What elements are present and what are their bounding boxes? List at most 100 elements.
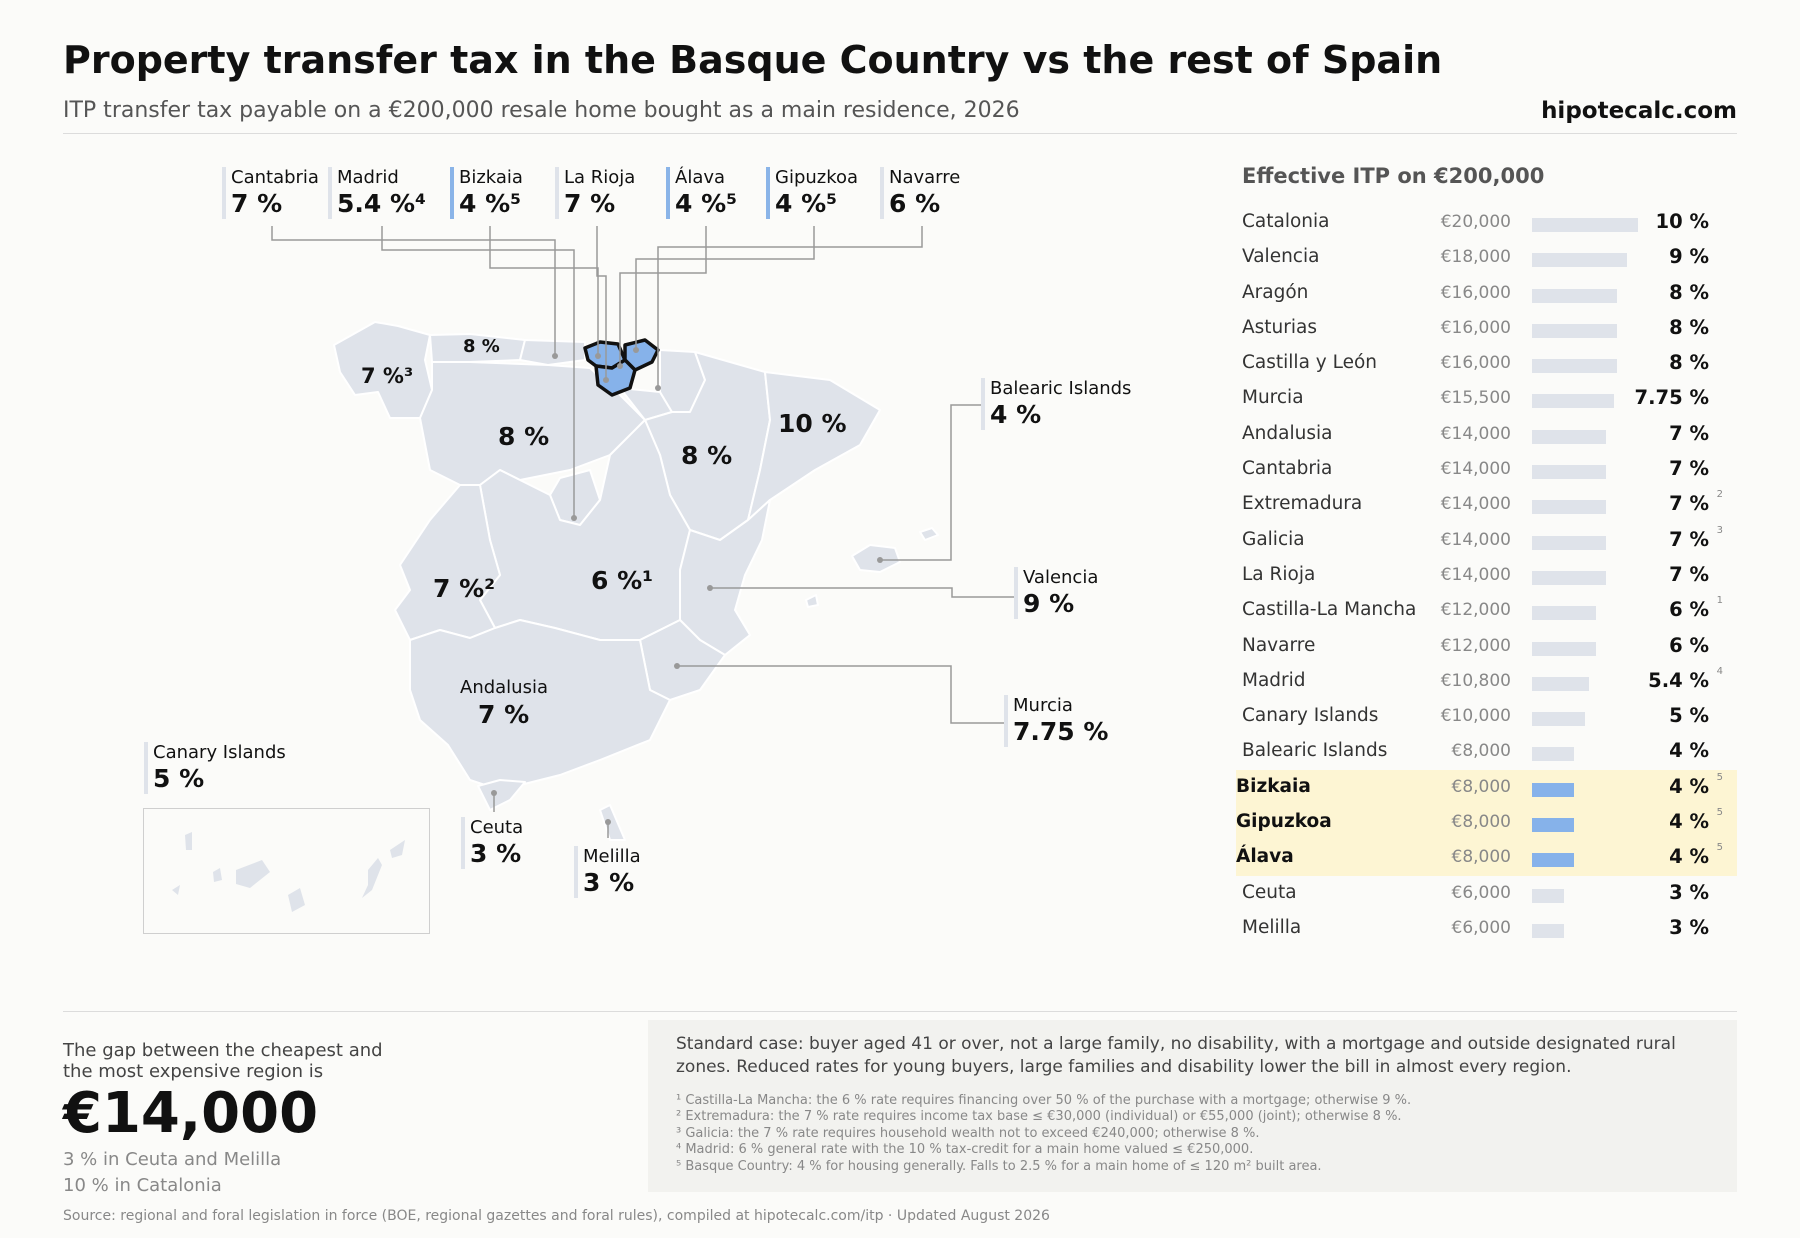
callout-balearic: Balearic Islands 4 %: [981, 378, 1131, 430]
row-rate: 5 %: [1669, 704, 1709, 728]
label-andalusia-rate: 7 %: [478, 700, 530, 729]
row-region-name: Canary Islands: [1242, 705, 1379, 727]
row-region-name: Madrid: [1242, 669, 1306, 691]
row-region-name: La Rioja: [1242, 563, 1316, 585]
ranking-row: Asturias €16,000 8 %: [1242, 311, 1737, 346]
row-bar: [1532, 359, 1617, 374]
row-footnote-marker: 5: [1716, 807, 1723, 819]
region-castilla-leon: [419, 361, 646, 486]
callout-ceuta: Ceuta 3 %: [461, 817, 523, 869]
row-bar: [1532, 323, 1617, 338]
leader-bizkaia: [489, 226, 599, 356]
row-amount: €15,500: [1440, 388, 1511, 409]
label-castilla-leon: 8 %: [498, 422, 550, 451]
ranking-row: Ceuta €6,000 3 %: [1242, 876, 1737, 911]
footnotes: ¹ Castilla-La Mancha: the 6 % rate requi…: [676, 1093, 1726, 1175]
ranking-row: Valencia €18,000 9 %: [1242, 240, 1737, 275]
row-region-name: Cantabria: [1242, 458, 1333, 480]
gap-low: 3 % in Ceuta and Melilla: [63, 1149, 282, 1170]
row-region-name: Murcia: [1242, 387, 1304, 409]
row-region-name: Valencia: [1242, 246, 1320, 268]
row-amount: €16,000: [1440, 353, 1511, 374]
row-bar: [1532, 253, 1628, 268]
divider-bottom: [63, 1011, 1737, 1012]
ranking-row: Catalonia €20,000 10 %: [1242, 205, 1737, 240]
region-catalonia: [747, 371, 881, 521]
leader-gipuzkoa: [635, 226, 815, 350]
row-footnote-marker: 5: [1716, 842, 1723, 854]
row-amount: €8,000: [1451, 741, 1511, 762]
row-rate: 4 %: [1669, 739, 1709, 763]
row-bar: [1532, 818, 1575, 833]
row-rate: 6 %: [1669, 633, 1709, 657]
label-aragon: 8 %: [681, 441, 733, 470]
region-balearic: [851, 544, 901, 573]
label-andalusia-name: Andalusia: [460, 677, 548, 698]
callout-melilla: Melilla 3 %: [574, 846, 641, 898]
row-bar: [1532, 570, 1607, 585]
ranking-table: Catalonia €20,000 10 % Valencia €18,000 9 % Ar…: [1236, 205, 1737, 946]
row-region-name: Navarre: [1242, 634, 1316, 656]
row-amount: €18,000: [1440, 247, 1511, 268]
row-rate: 4 %: [1669, 810, 1709, 834]
row-region-name: Aragón: [1242, 281, 1309, 303]
row-amount: €14,000: [1440, 564, 1511, 585]
footnote: ¹ Castilla-La Mancha: the 6 % rate requi…: [676, 1093, 1412, 1108]
ranking-row: Andalusia €14,000 7 %: [1242, 417, 1737, 452]
row-rate: 7 %: [1669, 527, 1709, 551]
row-amount: €6,000: [1451, 882, 1511, 903]
row-region-name: Catalonia: [1242, 211, 1330, 232]
row-region-name: Asturias: [1242, 316, 1317, 338]
leader-navarre: [657, 226, 923, 388]
source-note: Source: regional and foral legislation i…: [63, 1208, 1050, 1224]
region-canary: [236, 860, 270, 888]
callout-canary: Canary Islands 5 %: [144, 742, 286, 794]
ranking-row: Madrid €10,800 5.4 % 4: [1242, 664, 1737, 699]
row-region-name: Castilla y León: [1242, 352, 1378, 374]
ranking-row: Gipuzkoa €8,000 4 % 5: [1236, 805, 1737, 841]
region-cantabria: [519, 339, 586, 366]
notes-box: [648, 1020, 1737, 1192]
row-bar: [1532, 500, 1607, 515]
row-rate: 9 %: [1669, 245, 1709, 269]
callout-gipuzkoa: Gipuzkoa 4 %⁵: [766, 167, 858, 219]
row-bar: [1532, 535, 1607, 550]
gap-label: The gap between the cheapest and the mos…: [63, 1040, 383, 1082]
row-rate: 3 %: [1669, 915, 1709, 939]
ranking-row: La Rioja €14,000 7 %: [1242, 558, 1737, 593]
row-amount: €16,000: [1440, 282, 1511, 303]
ranking-row: Aragón €16,000 8 %: [1242, 276, 1737, 311]
leader-madrid: [381, 226, 575, 518]
row-amount: €12,000: [1440, 600, 1511, 621]
row-footnote-marker: 1: [1716, 595, 1723, 607]
row-bar: [1532, 676, 1590, 691]
region-andalusia: [409, 619, 671, 791]
row-rate: 5.4 %: [1648, 668, 1709, 692]
row-bar: [1532, 853, 1575, 868]
ranking-row: Castilla y León €16,000 8 %: [1242, 346, 1737, 381]
row-rate: 8 %: [1669, 351, 1709, 375]
row-bar: [1532, 606, 1596, 621]
row-region-name: Balearic Islands: [1242, 740, 1388, 762]
region-ceuta: [477, 779, 526, 811]
row-rate: 4 %: [1669, 845, 1709, 869]
ranking-row: Bizkaia €8,000 4 % 5: [1236, 769, 1737, 806]
ranking-row: Castilla-La Mancha €12,000 6 % 1: [1242, 593, 1737, 628]
footnote: ⁴ Madrid: 6 % general rate with the 10 %…: [676, 1142, 1254, 1158]
row-amount: €14,000: [1440, 494, 1511, 515]
leader-la-rioja: [596, 226, 607, 380]
row-bar: [1532, 888, 1564, 903]
gap-value: €14,000: [63, 1081, 319, 1146]
ranking-row: Galicia €14,000 7 % 3: [1242, 523, 1737, 558]
row-region-name: Castilla-La Mancha: [1242, 599, 1417, 621]
row-region-name: Álava: [1236, 846, 1294, 868]
row-amount: €6,000: [1451, 917, 1511, 938]
row-bar: [1532, 712, 1585, 727]
row-amount: €8,000: [1451, 812, 1511, 833]
leader-balearic: [880, 404, 981, 561]
ranking-row: Melilla €6,000 3 %: [1242, 911, 1737, 946]
spain-map: [172, 226, 1014, 912]
label-asturias: 8 %: [463, 336, 500, 357]
row-bar: [1532, 288, 1617, 303]
ranking-row: Balearic Islands €8,000 4 %: [1242, 734, 1737, 769]
